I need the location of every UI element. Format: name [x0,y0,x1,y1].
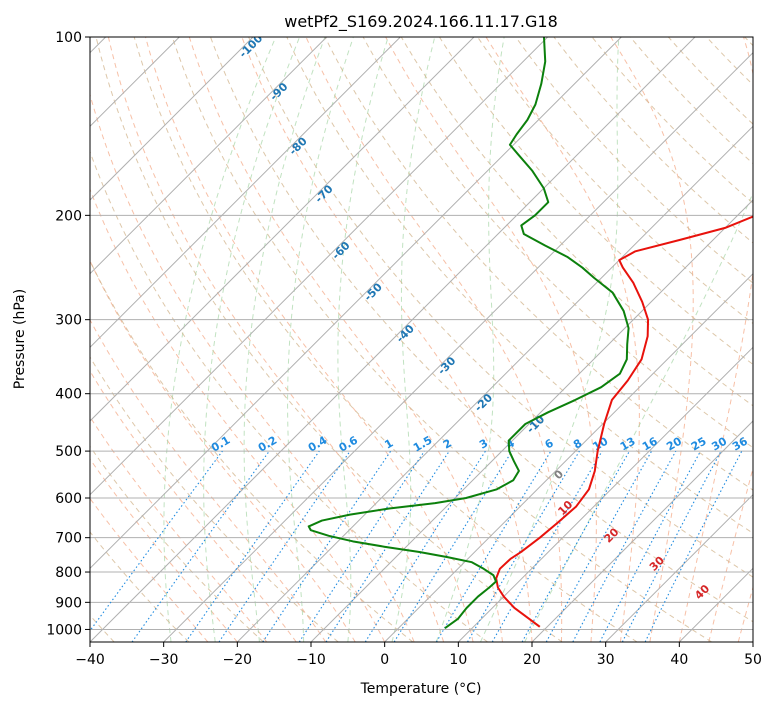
dry-adiabat-line [286,37,753,534]
x-axis-label: Temperature (°C) [360,681,482,697]
y-tick-label: 100 [55,30,82,46]
x-tick-label: −30 [149,652,179,668]
moist-adiabat-line [90,370,297,642]
dry-adiabat-line [400,37,753,407]
x-tick-label: −20 [223,652,253,668]
chart-title: wetPf2_S169.2024.166.11.17.G18 [284,12,558,32]
isobar-gridlines [90,37,753,630]
plot-area: 0.1 0.2 0.4 0.6 1 1.5 2 3 4 6 8 10 13 16 20 25 30 36-100-… [90,37,753,642]
mixing-ratio-line [467,450,580,642]
x-axis: −40 −30 −20 −10 0 10 20 30 40 50 [75,642,762,668]
y-tick-label: 500 [55,444,82,460]
moist-adiabat-line [241,37,533,642]
sounding-profiles [307,37,753,629]
x-tick-label: 0 [380,652,389,668]
temperature-profile-line [495,215,753,628]
moist-adiabat-line [385,37,597,642]
dry-adiabat-line [95,37,563,642]
isotherm-line [90,37,254,201]
green-dashed-line [524,191,753,642]
dry-adiabat-line [90,259,414,642]
green-dashed-line [337,37,389,642]
isotherm-line [90,37,328,275]
dry-adiabat-line [210,37,753,623]
dry-adiabat-line [324,37,753,491]
isotherm-line [90,37,475,422]
isotherm-line [457,346,753,642]
isotherm-line [310,199,753,642]
mixing-ratio-line [90,450,223,632]
moist-adiabat-line [90,458,238,642]
moist-adiabat-line [485,37,640,642]
dry-adiabat-line [439,37,753,366]
mixing-ratio-line [185,450,320,642]
mixing-ratio-line [393,450,513,642]
moist-adiabat-line [610,37,694,642]
isotherm-line [90,37,696,642]
mixing-ratio-line [131,450,270,642]
x-tick-label: 20 [523,652,541,668]
y-axis: 100 200 300 400 500 600 700 800 900 1000 [46,30,90,638]
mixing-ratio-line [545,450,653,642]
isotherm-line [90,37,401,349]
x-tick-label: −40 [75,652,105,668]
isotherm-line [90,37,622,570]
x-tick-label: 40 [670,652,688,668]
isotherm-line [163,51,753,642]
y-tick-label: 200 [55,208,82,224]
y-tick-label: 900 [55,595,82,611]
mixing-ratio-line [218,450,351,642]
mixing-ratio-line [491,450,603,642]
green-dashed-line [391,37,436,642]
green-dashed-line [203,37,301,642]
x-tick-label: −10 [296,652,326,668]
x-tick-label: 10 [449,652,467,668]
moist-adiabat-line [90,416,268,642]
y-tick-label: 300 [55,313,82,329]
mixing-ratio-line [364,450,486,642]
dewpoint-profile-line [307,37,630,629]
mixing-ratio-line [435,450,552,642]
dry-adiabat-line [90,356,339,642]
dry-adiabat-line [133,37,638,642]
moist-adiabat-line [107,37,445,642]
x-tick-label: 30 [597,652,615,668]
isotherms [90,37,753,642]
y-tick-label: 800 [55,565,82,581]
isotherm-line [90,37,549,496]
mixing-ratio-line [572,450,677,642]
mixing-ratio-line [521,450,630,642]
y-axis-label: Pressure (hPa) [12,289,28,389]
moist-adiabat-line [90,497,209,642]
y-tick-label: 700 [55,531,82,547]
y-tick-label: 600 [55,491,82,507]
dry-adiabat-line [90,531,190,642]
y-tick-label: 1000 [46,622,82,638]
dry-adiabats [90,37,753,642]
green-dashed-line [287,37,354,642]
isotherm-line [236,125,753,642]
isotherm-line [605,493,753,642]
green-dashed-line [163,37,277,642]
x-tick-label: 50 [744,652,762,668]
dry-adiabat-line [248,37,753,578]
moist-adiabat-line [305,37,563,642]
y-tick-label: 400 [55,387,82,403]
isotherm-line [531,420,753,642]
isotherm-line [384,272,753,642]
plot-frame [89,36,754,643]
